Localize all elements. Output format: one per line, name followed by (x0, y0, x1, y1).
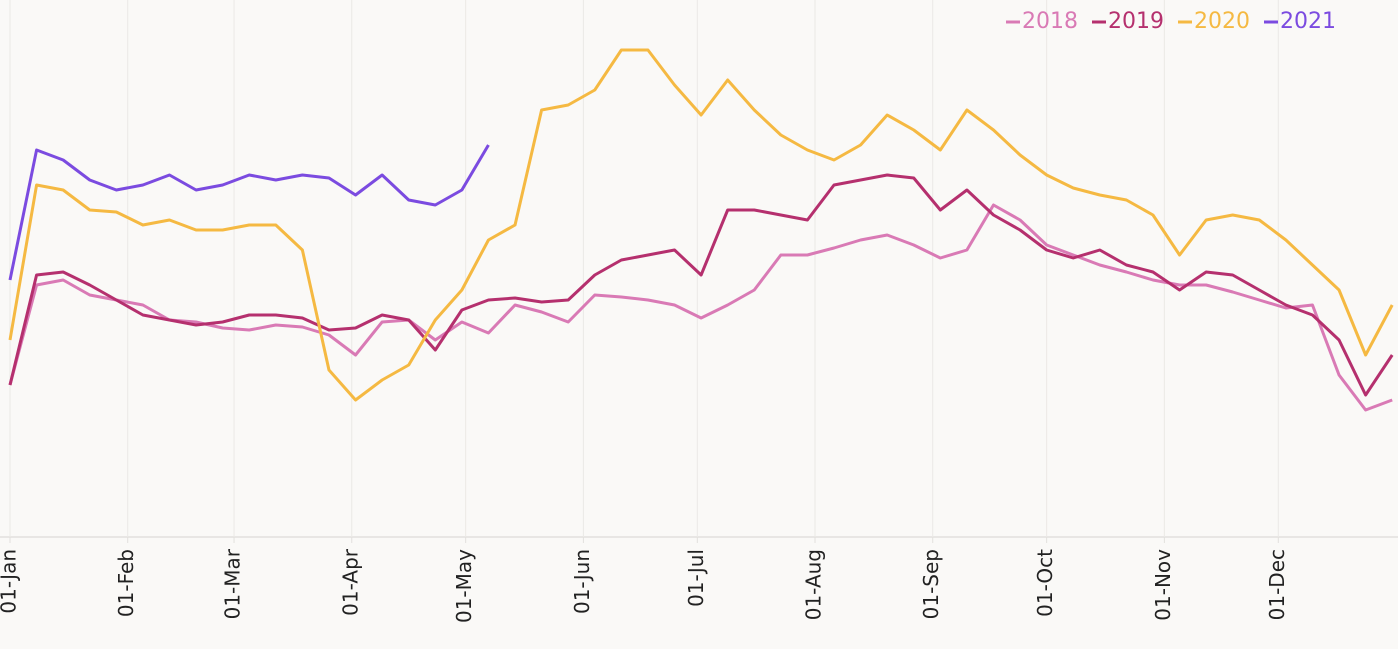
x-tick-label: 01-Jun (570, 549, 594, 614)
legend-label: 2019 (1108, 9, 1164, 34)
x-tick-label: 01-Apr (338, 548, 362, 616)
x-tick-label: 01-Nov (1151, 549, 1175, 621)
x-tick-label: 01-Feb (114, 549, 138, 617)
series-line (8, 173, 1394, 397)
x-tick-label: 01-Oct (1033, 549, 1057, 617)
series-line (8, 203, 1393, 412)
series-line (8, 144, 490, 281)
legend-label: 2020 (1194, 9, 1250, 34)
series-line (8, 48, 1394, 402)
legend-label: 2018 (1022, 9, 1078, 34)
x-tick-label: 01-Jul (684, 549, 708, 607)
x-tick-label: 01-Mar (221, 548, 245, 619)
x-tick-label: 01-Jan (0, 549, 21, 614)
x-tick-label: 01-Dec (1265, 549, 1289, 620)
x-tick-label: 01-Aug (802, 549, 826, 620)
x-tick-label: 01-Sep (919, 549, 943, 619)
x-tick-label: 01-May (452, 549, 476, 623)
legend-label: 2021 (1280, 9, 1336, 34)
